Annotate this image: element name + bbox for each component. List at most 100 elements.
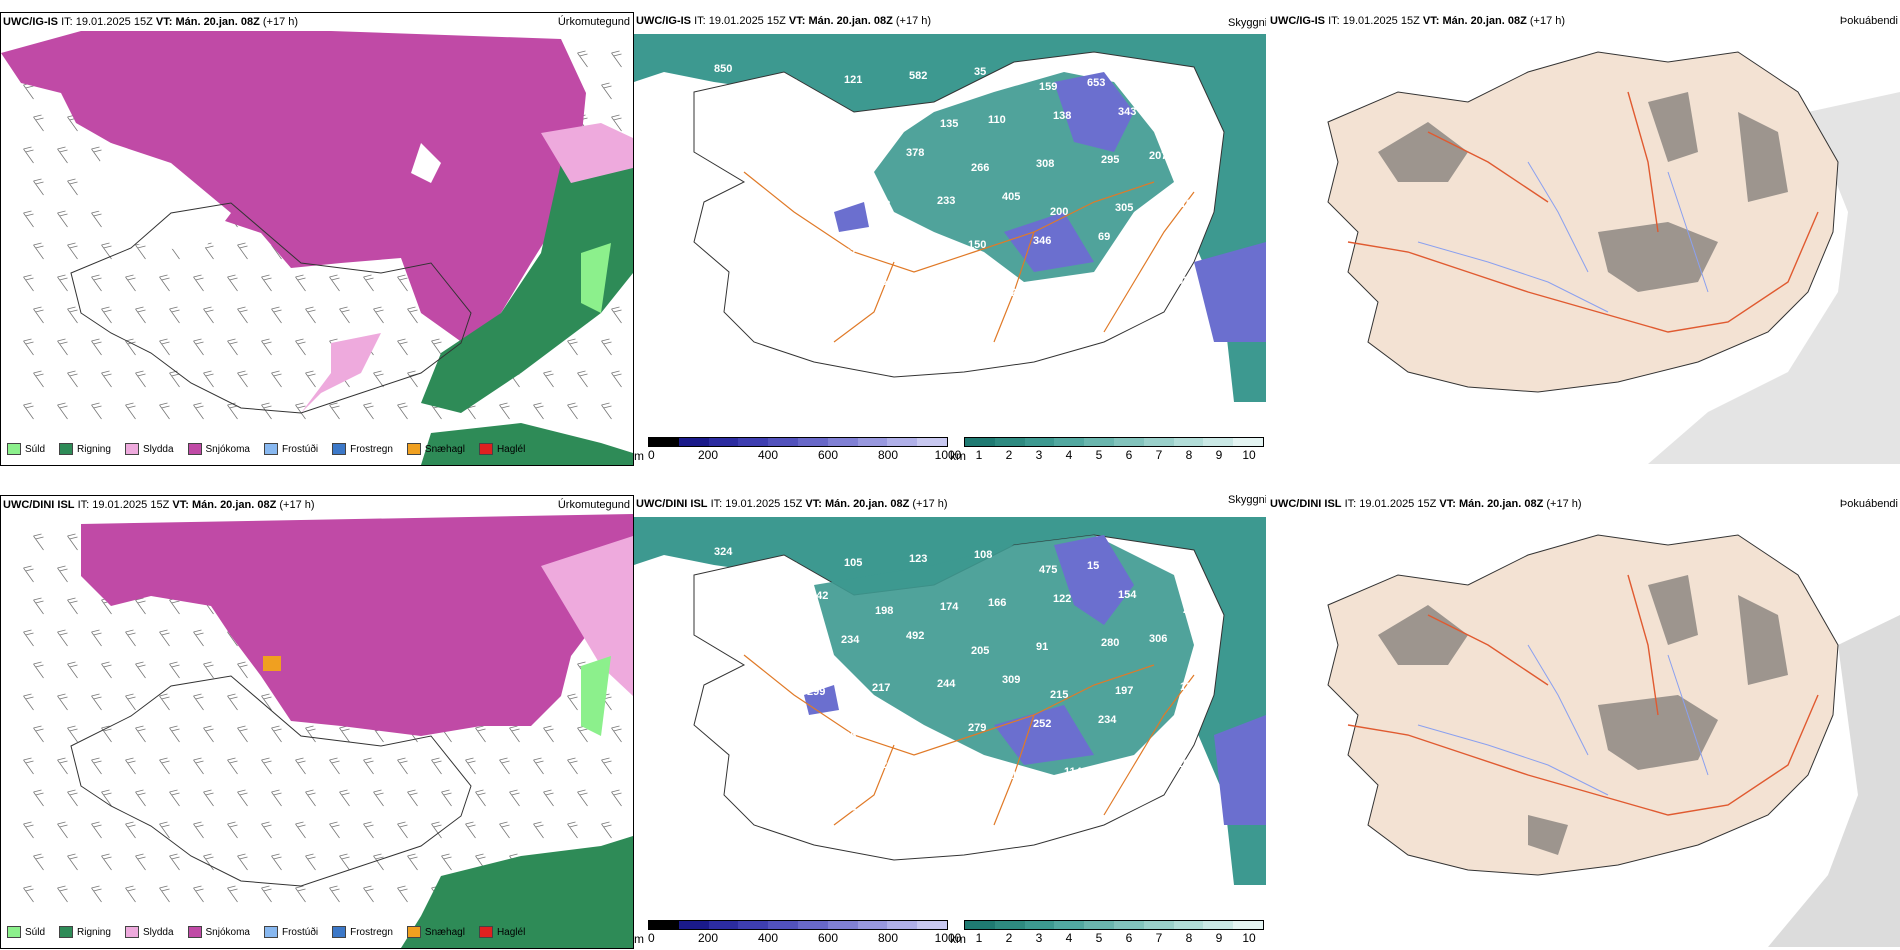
ceiling-value-label: 174: [940, 601, 959, 613]
wind-barb: [305, 370, 316, 388]
wind-barb: [227, 757, 238, 775]
roads: [1347, 574, 1819, 816]
roads: [1347, 91, 1819, 333]
legend-item: Frostregn: [332, 443, 393, 455]
wind-barb: [271, 370, 282, 388]
wind-barb: [227, 402, 238, 420]
colorbar-tick: 10: [1242, 931, 1256, 945]
ceiling-value-label: 266: [971, 162, 989, 174]
wind-barb: [203, 370, 214, 388]
ceiling-value-label: 502: [742, 207, 760, 219]
colorbar-tick: 1: [975, 931, 983, 945]
ceiling-value-label: 200: [1163, 246, 1181, 258]
legend-swatch: [124, 926, 139, 938]
wind-barb: [67, 533, 78, 551]
legend-item: Snjókoma: [187, 443, 250, 455]
ceiling-value-label: 234: [1098, 714, 1117, 726]
precip-legend: Súld Rigning Slydda Snjókoma Frostúði Frostre…: [7, 443, 525, 455]
legend-swatch: [59, 926, 74, 938]
wind-barb: [295, 757, 306, 775]
wind-barb: [329, 885, 340, 903]
rivers: [1417, 644, 1709, 796]
wind-barb: [397, 338, 408, 356]
wind-barb: [125, 402, 136, 420]
wind-barb: [169, 306, 180, 324]
ceiling-value-label: 456: [722, 815, 740, 827]
wind-barb: [533, 821, 544, 839]
wind-barb: [101, 661, 112, 679]
ceiling-value-label: 242: [810, 590, 828, 602]
ceiling-value-label: 152: [934, 774, 952, 786]
ceiling-value-label: 201: [875, 122, 893, 134]
wind-barb: [601, 338, 612, 356]
wind-barb: [57, 274, 68, 292]
rivers: [1417, 161, 1709, 313]
wind-barb: [431, 338, 442, 356]
offshore-fog: [1648, 92, 1900, 464]
wind-barb: [611, 789, 622, 807]
ceiling-value-label: 37: [787, 811, 799, 823]
colorbar-tick: 800: [877, 448, 899, 462]
wind-barb: [203, 789, 214, 807]
ceiling-value-label: 205: [971, 645, 989, 657]
wind-barb: [67, 597, 78, 615]
ceiling-value-label: 234: [841, 634, 860, 646]
visibility-ticks: 1 2 3 4 5 6 7 8 9 10: [964, 930, 1264, 945]
wind-barb: [203, 661, 214, 679]
wind-barb: [339, 853, 350, 871]
ceiling-value-label: 134: [852, 807, 871, 819]
panel-title: Úrkomutegund: [557, 16, 630, 28]
wind-barb: [159, 821, 170, 839]
ceiling-value-label: 146: [1112, 762, 1130, 774]
legend-swatch: [7, 443, 21, 455]
wind-barb: [57, 210, 68, 228]
visibility-colorbar: km 1 2 3 4 5 6 7 8 9 10: [950, 920, 1264, 946]
wind-barb: [23, 338, 34, 356]
wind-barb: [169, 853, 180, 871]
wind-barb: [67, 725, 78, 743]
legend-label: Slydda: [142, 926, 174, 938]
wind-barb: [499, 757, 510, 775]
legend-label: Súld: [25, 443, 46, 455]
wind-barb: [533, 402, 544, 420]
ceiling-value-label: 293: [776, 638, 794, 650]
wind-barb: [67, 178, 78, 196]
wind-barb: [475, 789, 486, 807]
wind-barb: [23, 757, 34, 775]
ceiling-value-label: 214: [807, 203, 826, 215]
ceiling-value-label: 114: [1064, 766, 1083, 778]
panel-title: Skyggni: [1228, 17, 1266, 29]
ceiling-value-label: 309: [1002, 674, 1020, 686]
wind-barb: [125, 885, 136, 903]
wind-barb: [193, 885, 204, 903]
wind-barb: [407, 853, 418, 871]
ceiling-value-label: 339: [1163, 729, 1181, 741]
fog-shading: [1378, 575, 1788, 855]
legend-item: Rigning: [59, 443, 111, 455]
wind-barb: [237, 242, 248, 260]
wind-barb: [23, 146, 34, 164]
ceiling-value-label: 324: [714, 546, 733, 558]
wind-barb: [169, 789, 180, 807]
wind-barb: [227, 338, 238, 356]
panel-header: UWC/IG-IS IT: 19.01.2025 15Z VT: Mán. 20…: [3, 16, 299, 28]
fog-index-panel-row1: UWC/IG-IS IT: 19.01.2025 15Z VT: Mán. 20…: [1268, 12, 1900, 464]
wind-barb: [611, 114, 622, 132]
wind-barb: [363, 885, 374, 903]
ceiling-value-label: 218: [872, 199, 890, 211]
wind-barb: [33, 178, 44, 196]
wind-barb: [67, 306, 78, 324]
wind-barb: [305, 725, 316, 743]
ceiling-value-label: 219: [841, 151, 859, 163]
wind-barb: [57, 885, 68, 903]
wind-barb: [465, 821, 476, 839]
ceiling-value-label: 155: [1183, 121, 1201, 133]
panel-title: Þokuábendi: [1839, 498, 1898, 510]
ceiling-value-label: 492: [906, 630, 924, 642]
ceiling-value-label: 112: [999, 287, 1017, 299]
wind-barb: [237, 661, 248, 679]
wind-barb: [271, 306, 282, 324]
ceiling-value-label: 383: [1152, 73, 1170, 85]
wind-barb: [261, 821, 272, 839]
legend-label: Snjókoma: [205, 926, 250, 938]
